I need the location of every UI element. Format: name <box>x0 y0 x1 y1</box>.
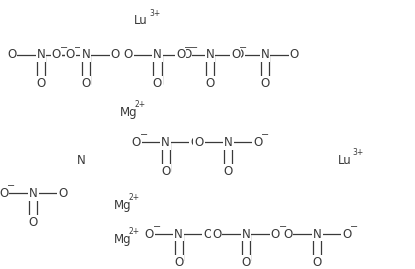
Text: O: O <box>253 136 262 149</box>
Text: O: O <box>182 48 191 61</box>
Text: N: N <box>174 228 183 240</box>
Text: O: O <box>174 256 183 269</box>
Text: O: O <box>7 48 16 61</box>
Text: N: N <box>224 136 233 149</box>
Text: Mg: Mg <box>120 106 137 119</box>
Text: Lu: Lu <box>337 154 352 167</box>
Text: 2+: 2+ <box>134 100 146 109</box>
Text: N: N <box>261 48 269 61</box>
Text: N: N <box>206 48 215 61</box>
Text: O: O <box>124 48 133 61</box>
Text: O: O <box>224 165 233 178</box>
Text: N: N <box>242 228 250 240</box>
Text: O: O <box>312 256 322 269</box>
Text: N: N <box>161 136 170 149</box>
Text: O: O <box>52 48 61 61</box>
Text: O: O <box>0 187 8 200</box>
Text: O: O <box>66 48 75 61</box>
Text: O: O <box>194 136 204 149</box>
Text: N: N <box>81 48 90 61</box>
Text: O: O <box>241 256 251 269</box>
Text: O: O <box>212 228 221 240</box>
Text: N: N <box>313 228 322 240</box>
Text: O: O <box>176 48 186 61</box>
Text: O: O <box>231 48 240 61</box>
Text: 2+: 2+ <box>129 227 140 236</box>
Text: O: O <box>81 77 90 90</box>
Text: −: − <box>278 222 287 232</box>
Text: O: O <box>36 77 46 90</box>
Text: −: − <box>60 43 68 52</box>
Text: Lu: Lu <box>134 15 148 27</box>
Text: O: O <box>261 77 270 90</box>
Text: O: O <box>283 228 293 240</box>
Text: O: O <box>58 187 67 200</box>
Text: −: − <box>239 43 247 52</box>
Text: O: O <box>145 228 154 240</box>
Text: 3+: 3+ <box>149 9 160 17</box>
Text: N: N <box>153 48 162 61</box>
Text: −: − <box>7 181 15 191</box>
Text: −: − <box>153 222 161 232</box>
Text: O: O <box>29 216 38 229</box>
Text: N: N <box>77 154 85 167</box>
Text: O: O <box>205 77 215 90</box>
Text: −: − <box>73 43 82 52</box>
Text: Mg: Mg <box>113 233 131 246</box>
Text: −: − <box>139 130 148 140</box>
Text: O: O <box>235 48 244 61</box>
Text: O: O <box>190 136 200 149</box>
Text: Mg: Mg <box>113 199 131 212</box>
Text: O: O <box>290 48 299 61</box>
Text: −: − <box>184 43 192 52</box>
Text: O: O <box>153 77 162 90</box>
Text: 3+: 3+ <box>353 148 364 157</box>
Text: O: O <box>110 48 120 61</box>
Text: O: O <box>132 136 141 149</box>
Text: −: − <box>261 130 269 140</box>
Text: N: N <box>37 48 45 61</box>
Text: N: N <box>29 187 38 200</box>
Text: 2+: 2+ <box>129 193 140 202</box>
Text: −: − <box>190 43 198 52</box>
Text: O: O <box>271 228 280 240</box>
Text: −: − <box>350 222 358 232</box>
Text: O: O <box>161 165 170 178</box>
Text: O: O <box>342 228 351 240</box>
Text: O: O <box>203 228 212 240</box>
